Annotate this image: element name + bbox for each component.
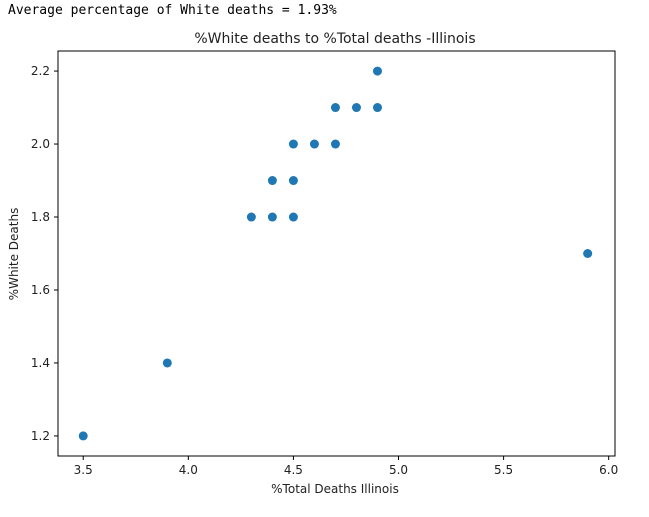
- x-axis: 3.5 4.0 4.5 5.0 5.5 6.0: [74, 456, 618, 477]
- x-tick-label: 3.5: [74, 463, 93, 477]
- x-tick-label: 5.0: [389, 463, 408, 477]
- scatter-point: [246, 212, 256, 222]
- x-tick-label: 4.0: [179, 463, 198, 477]
- scatter-point: [330, 139, 340, 149]
- x-tick-label: 5.5: [494, 463, 513, 477]
- plot-area: [57, 50, 616, 457]
- x-axis-label: %Total Deaths Illinois: [271, 482, 399, 496]
- scatter-point: [78, 431, 88, 441]
- y-axis-label: %White Deaths: [7, 208, 21, 301]
- y-tick-label: 1.8: [31, 210, 50, 224]
- data-points: [78, 66, 593, 441]
- scatter-point: [267, 212, 277, 222]
- scatter-point: [372, 103, 382, 113]
- output-text: Average percentage of White deaths = 1.9…: [8, 3, 337, 18]
- scatter-point: [288, 176, 298, 186]
- scatter-point: [309, 139, 319, 149]
- scatter-point: [288, 139, 298, 149]
- scatter-point: [372, 66, 382, 76]
- y-tick-label: 1.4: [31, 356, 50, 370]
- scatter-point: [330, 103, 340, 113]
- y-tick-label: 2.0: [31, 137, 50, 151]
- scatter-point: [288, 212, 298, 222]
- scatter-point: [351, 103, 361, 113]
- y-tick-label: 2.2: [31, 64, 50, 78]
- x-tick-label: 4.5: [284, 463, 303, 477]
- chart-title: %White deaths to %Total deaths -Illinois: [194, 31, 475, 47]
- x-tick-label: 6.0: [599, 463, 618, 477]
- y-axis: 1.2 1.4 1.6 1.8 2.0 2.2: [31, 64, 58, 443]
- scatter-point: [267, 176, 277, 186]
- scatter-point: [162, 358, 172, 368]
- scatter-point: [583, 249, 593, 258]
- y-tick-label: 1.2: [31, 429, 50, 443]
- y-tick-label: 1.6: [31, 283, 50, 297]
